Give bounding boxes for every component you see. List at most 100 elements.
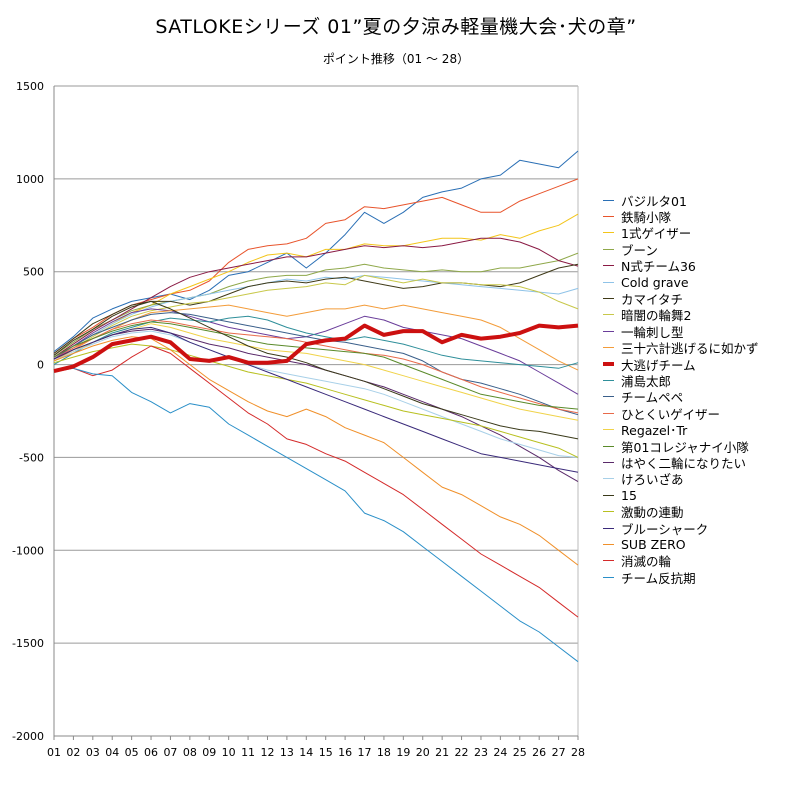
x-tick-label: 02 <box>66 746 80 759</box>
series-line-1 <box>54 151 578 352</box>
legend-item: ブーン <box>603 241 759 257</box>
legend-item: 三十六計逃げるに如かず <box>603 340 759 356</box>
legend-item: SUB ZERO <box>603 536 759 552</box>
legend-swatch <box>603 232 614 233</box>
legend: バジルタ01鉄騎小隊1式ゲイザーブーンN式チーム36Cold graveカマイタ… <box>603 192 759 585</box>
x-tick-label: 09 <box>202 746 216 759</box>
series-line-9 <box>54 309 578 394</box>
x-tick-label: 22 <box>455 746 469 759</box>
legend-swatch <box>603 544 614 545</box>
x-tick-label: 20 <box>416 746 430 759</box>
x-tick-label: 13 <box>280 746 294 759</box>
legend-swatch <box>603 314 614 315</box>
legend-item: 消滅の輪 <box>603 553 759 569</box>
x-tick-label: 04 <box>105 746 119 759</box>
legend-swatch <box>603 331 614 332</box>
y-tick-label: -1000 <box>12 544 44 557</box>
legend-swatch <box>603 396 614 397</box>
legend-swatch <box>603 528 614 529</box>
y-tick-label: 1000 <box>16 173 44 186</box>
series-line-18 <box>54 331 578 457</box>
x-tick-label: 27 <box>552 746 566 759</box>
legend-swatch <box>603 511 614 512</box>
series-lines <box>54 151 578 662</box>
x-tick-label: 25 <box>513 746 527 759</box>
legend-item: 鉄騎小隊 <box>603 208 759 224</box>
y-tick-label: 500 <box>23 266 44 279</box>
legend-swatch <box>603 560 614 561</box>
legend-item: 浦島太郎 <box>603 372 759 388</box>
legend-item: ブルーシャーク <box>603 520 759 536</box>
x-tick-label: 23 <box>474 746 488 759</box>
tick-labels: -2000 -1500 -1000 -500 0 500 1000 1500 01 02 03 04 0… <box>12 80 585 759</box>
x-tick-label: 06 <box>144 746 158 759</box>
legend-item: 大逃げチーム <box>603 356 759 372</box>
x-tick-label: 28 <box>571 746 585 759</box>
x-tick-label: 12 <box>260 746 274 759</box>
legend-item: けろいざあ <box>603 471 759 487</box>
legend-swatch <box>603 362 614 366</box>
y-tick-label: -500 <box>19 451 44 464</box>
legend-label: ブルーシャーク <box>621 519 708 538</box>
legend-swatch <box>603 478 614 479</box>
legend-item: チームペペ <box>603 389 759 405</box>
legend-item: N式チーム36 <box>603 258 759 274</box>
legend-swatch <box>603 282 614 283</box>
x-tick-label: 05 <box>125 746 139 759</box>
legend-swatch <box>603 380 614 381</box>
x-tick-label: 24 <box>493 746 507 759</box>
legend-item: はやく二輪になりたい <box>603 454 759 470</box>
legend-item: 激動の連動 <box>603 503 759 519</box>
legend-item: カマイタチ <box>603 290 759 306</box>
legend-swatch <box>603 413 614 414</box>
legend-label: N式チーム36 <box>621 256 696 275</box>
series-line-23 <box>54 346 578 617</box>
x-tick-label: 17 <box>358 746 372 759</box>
legend-swatch <box>603 446 614 447</box>
y-tick-label: -2000 <box>12 730 44 743</box>
legend-item: 1式ゲイザー <box>603 225 759 241</box>
series-line-19 <box>54 301 578 439</box>
legend-swatch <box>603 495 614 496</box>
legend-item: Regazel･Tr <box>603 421 759 437</box>
x-tick-label: 10 <box>222 746 236 759</box>
gridlines <box>54 86 578 736</box>
legend-label: 15 <box>621 488 637 503</box>
y-tick-label: 0 <box>37 359 44 372</box>
series-line-13 <box>54 313 578 415</box>
legend-label: チーム反抗期 <box>621 568 696 587</box>
series-line-17 <box>54 329 578 481</box>
legend-item: 15 <box>603 487 759 503</box>
legend-swatch <box>603 249 614 250</box>
legend-item: 一輪刺し型 <box>603 323 759 339</box>
x-tick-label: 26 <box>532 746 546 759</box>
series-line-20 <box>54 344 578 457</box>
x-tick-label: 15 <box>319 746 333 759</box>
x-tick-label: 21 <box>435 746 449 759</box>
legend-swatch <box>603 429 614 430</box>
legend-label: けろいざあ <box>621 469 684 488</box>
series-line-24 <box>54 368 578 661</box>
x-tick-label: 18 <box>377 746 391 759</box>
x-tick-label: 03 <box>86 746 100 759</box>
legend-swatch <box>603 216 614 217</box>
legend-item: バジルタ01 <box>603 192 759 208</box>
x-tick-label: 19 <box>396 746 410 759</box>
x-tick-label: 11 <box>241 746 255 759</box>
series-line-6 <box>54 275 578 359</box>
legend-label: Cold grave <box>621 275 689 290</box>
legend-item: ひとくいゲイザー <box>603 405 759 421</box>
x-tick-label: 08 <box>183 746 197 759</box>
x-tick-label: 01 <box>47 746 61 759</box>
series-line-22 <box>54 337 578 565</box>
legend-swatch <box>603 577 614 578</box>
legend-swatch <box>603 298 614 299</box>
y-tick-label: 1500 <box>16 80 44 93</box>
y-tick-label: -1500 <box>12 637 44 650</box>
x-tick-label: 07 <box>163 746 177 759</box>
legend-swatch <box>603 200 614 201</box>
legend-swatch <box>603 265 614 266</box>
legend-item: チーム反抗期 <box>603 569 759 585</box>
legend-item: 暗闇の輪舞2 <box>603 307 759 323</box>
legend-label: SUB ZERO <box>621 537 686 552</box>
